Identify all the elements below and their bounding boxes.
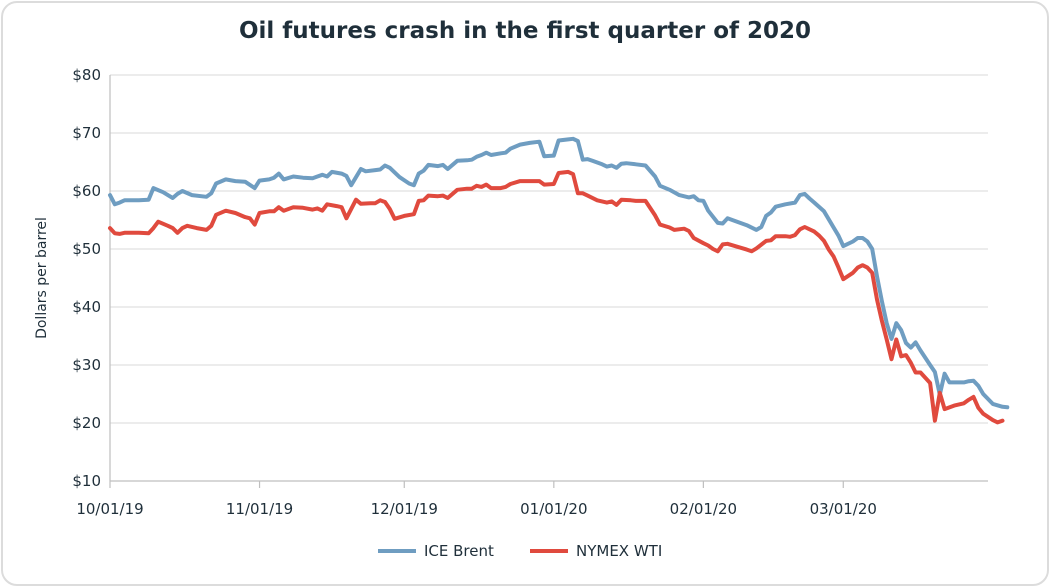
y-tick-label: $70 bbox=[72, 124, 101, 142]
y-tick-label: $60 bbox=[72, 182, 101, 200]
x-tick-label: 11/01/19 bbox=[226, 500, 293, 518]
series-lines bbox=[108, 136, 1010, 425]
x-tick-label: 10/01/19 bbox=[76, 500, 143, 518]
x-tick-labels: 10/01/19 11/01/19 12/01/19 01/01/20 02/01/20… bbox=[76, 481, 877, 518]
y-axis-label: Dollars per barrel bbox=[34, 217, 50, 339]
y-tick-label: $10 bbox=[72, 472, 101, 490]
legend: ICE Brent NYMEX WTI bbox=[378, 542, 662, 560]
series-line-ice-brent bbox=[108, 136, 1010, 410]
y-tick-label: $30 bbox=[72, 356, 101, 374]
y-tick-label: $80 bbox=[72, 66, 101, 84]
y-tick-label: $40 bbox=[72, 298, 101, 316]
x-tick-label: 02/01/20 bbox=[670, 500, 737, 518]
gridlines bbox=[110, 74, 988, 482]
x-tick-label: 01/01/20 bbox=[520, 500, 587, 518]
axes bbox=[109, 75, 988, 482]
chart-title: Oil futures crash in the first quarter o… bbox=[238, 18, 812, 44]
legend-label: NYMEX WTI bbox=[576, 542, 662, 560]
legend-label: ICE Brent bbox=[424, 542, 494, 560]
y-tick-label: $20 bbox=[72, 414, 101, 432]
y-tick-labels: $10 $20 $30 $40 $50 $60 $70 $80 bbox=[72, 66, 101, 490]
x-tick-label: 12/01/19 bbox=[371, 500, 438, 518]
series-line-nymex-wti bbox=[108, 169, 1005, 425]
x-tick-label: 03/01/20 bbox=[810, 500, 877, 518]
y-tick-label: $50 bbox=[72, 240, 101, 258]
